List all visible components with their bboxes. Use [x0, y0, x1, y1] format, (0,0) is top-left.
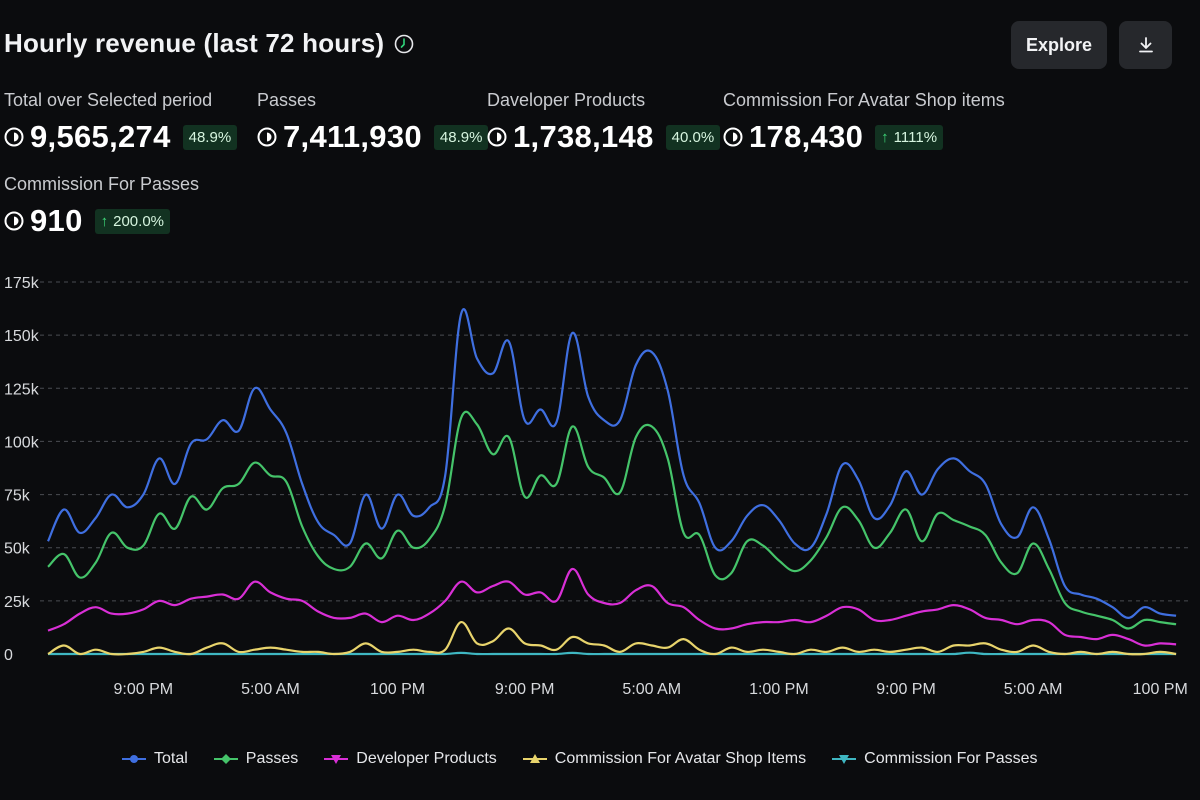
legend-marker-icon [213, 754, 238, 764]
y-tick-label: 100k [4, 434, 40, 451]
legend-marker-icon [122, 755, 146, 763]
y-tick-label: 150k [4, 328, 40, 345]
series-line-passes [47, 410, 1177, 630]
chart-legend: Total Passes Developer Products Commission … [122, 750, 1038, 768]
legend-item-total[interactable]: Total [122, 750, 188, 768]
arrow-up-icon: ↑ [100, 212, 109, 230]
legend-label: Passes [245, 750, 299, 767]
x-tick-label: 1:00 PM [749, 681, 809, 698]
y-tick-label: 175k [4, 275, 40, 292]
stat-developer-products: Daveloper Products 1,738,148 40.0% [487, 90, 721, 155]
legend-item-passes[interactable]: Passes [213, 750, 299, 768]
x-tick-label: 9:00 PM [876, 681, 936, 698]
page-title: Hourly revenue (last 72 hours) [4, 28, 385, 58]
legend-marker-icon [522, 754, 547, 763]
x-tick-label: 100 PM [1133, 681, 1188, 698]
stat-value: 7,411,930 [283, 119, 422, 154]
stat-value: 910 [30, 203, 83, 238]
x-tick-label: 5:00 AM [1004, 681, 1063, 698]
y-tick-label: 50k [4, 541, 31, 558]
stat-label: Commission For Passes [4, 174, 200, 194]
stat-total: Total over Selected period 9,565,274 48.… [4, 90, 238, 155]
x-tick-label: 5:00 AM [622, 681, 681, 698]
stat-value: 1,738,148 [513, 119, 654, 154]
change-badge: ↑ 1111% [875, 124, 944, 150]
clock-icon[interactable] [394, 34, 414, 54]
legend-label: Total [154, 750, 188, 767]
y-tick-label: 125k [4, 381, 40, 398]
legend-label: Developer Products [356, 750, 497, 767]
robux-icon [4, 211, 24, 231]
legend-marker-icon [324, 755, 349, 764]
header: Hourly revenue (last 72 hours) [4, 28, 414, 59]
stat-avatar-shop: Commission For Avatar Shop items 178,430… [723, 90, 1005, 155]
change-badge: 48.9% [182, 124, 238, 150]
stat-label: Total over Selected period [4, 90, 213, 110]
legend-item-avatar[interactable]: Commission For Avatar Shop Items [522, 750, 807, 768]
legend-label: Commission For Avatar Shop Items [554, 750, 807, 767]
robux-icon [487, 127, 507, 147]
stat-passes: Passes 7,411,930 48.9% [257, 90, 489, 155]
robux-icon [257, 127, 277, 147]
x-tick-label: 9:00 PM [114, 681, 174, 698]
y-tick-label: 25k [4, 594, 31, 611]
series-line-developer [47, 567, 1177, 647]
stat-commission-passes: Commission For Passes 910 ↑ 200.0% [4, 174, 199, 239]
robux-icon [4, 127, 24, 147]
series-line-total [47, 308, 1177, 619]
legend-marker-icon [832, 755, 857, 764]
y-tick-label: 0 [4, 647, 13, 664]
series-line-avatar [47, 621, 1177, 656]
legend-label: Commission For Passes [864, 750, 1038, 767]
change-badge: 40.0% [665, 124, 721, 150]
x-tick-label: 100 PM [370, 681, 425, 698]
robux-icon [723, 127, 743, 147]
change-badge: 48.9% [433, 124, 489, 150]
x-tick-label: 5:00 AM [241, 681, 300, 698]
series-line-commission_passes [48, 651, 1177, 656]
stat-label: Daveloper Products [487, 90, 646, 110]
download-icon [1138, 37, 1153, 53]
stat-value: 9,565,274 [30, 119, 171, 154]
legend-item-commission_passes[interactable]: Commission For Passes [832, 750, 1038, 768]
explore-button[interactable]: Explore [1011, 21, 1107, 69]
stat-label: Passes [257, 90, 317, 110]
stat-label: Commission For Avatar Shop items [723, 90, 1005, 110]
stat-value: 178,430 [749, 119, 864, 154]
arrow-up-icon: ↑ [881, 128, 889, 146]
change-badge: ↑ 200.0% [94, 208, 170, 234]
legend-item-developer[interactable]: Developer Products [324, 750, 497, 768]
x-tick-label: 9:00 PM [495, 681, 555, 698]
download-button[interactable] [1119, 21, 1172, 69]
y-tick-label: 75k [4, 488, 31, 505]
